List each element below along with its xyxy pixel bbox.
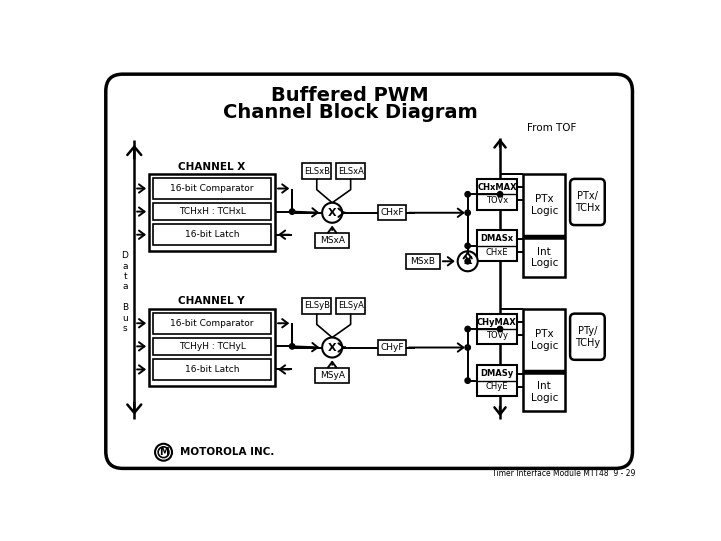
Text: Int
Logic: Int Logic: [531, 381, 558, 403]
Text: MSyA: MSyA: [319, 371, 345, 380]
Bar: [336, 298, 366, 314]
Text: X: X: [328, 342, 337, 353]
Bar: [153, 225, 271, 245]
Circle shape: [497, 192, 503, 197]
Text: MOTOROLA INC.: MOTOROLA INC.: [180, 447, 275, 457]
Circle shape: [322, 338, 342, 358]
Bar: [336, 163, 366, 179]
Text: 16-bit Latch: 16-bit Latch: [185, 230, 239, 239]
Text: M: M: [159, 447, 168, 457]
Bar: [379, 205, 406, 221]
Text: TCHxH : TCHxL: TCHxH : TCHxL: [179, 207, 245, 216]
Text: PTx
Logic: PTx Logic: [531, 329, 558, 351]
Text: CHxMAX: CHxMAX: [477, 183, 517, 192]
Text: 16-bit Latch: 16-bit Latch: [185, 365, 239, 374]
Circle shape: [465, 326, 470, 332]
Text: Buffered PWM: Buffered PWM: [271, 86, 429, 105]
Bar: [149, 174, 275, 251]
Bar: [477, 365, 517, 396]
Text: DMASx: DMASx: [480, 234, 513, 243]
Text: TCHyH : TCHyL: TCHyH : TCHyL: [179, 342, 245, 351]
FancyBboxPatch shape: [106, 74, 632, 469]
Bar: [153, 203, 271, 221]
Text: TOVx: TOVx: [486, 196, 508, 205]
Bar: [315, 367, 349, 383]
Text: MSxA: MSxA: [319, 236, 345, 245]
Text: Timer Interface Module MTT48  9 - 29: Timer Interface Module MTT48 9 - 29: [492, 469, 635, 478]
Bar: [477, 314, 517, 345]
Bar: [406, 254, 440, 269]
Text: From TOF: From TOF: [527, 123, 576, 133]
Text: CHANNEL X: CHANNEL X: [177, 162, 245, 171]
Circle shape: [458, 251, 478, 271]
Text: CHANNEL Y: CHANNEL Y: [178, 296, 244, 306]
Text: 16-bit Comparator: 16-bit Comparator: [170, 319, 254, 328]
Text: CHyF: CHyF: [381, 343, 404, 352]
Bar: [153, 338, 271, 355]
Text: PTy/
TCHy: PTy/ TCHy: [575, 326, 600, 347]
Bar: [477, 179, 517, 210]
Bar: [315, 233, 349, 248]
Bar: [523, 309, 565, 371]
Bar: [523, 174, 565, 236]
Text: X: X: [464, 256, 472, 266]
Text: DMASy: DMASy: [480, 369, 513, 378]
Text: D
a
t
a

B
u
s: D a t a B u s: [122, 251, 128, 333]
Text: Int
Logic: Int Logic: [531, 247, 558, 268]
Bar: [302, 298, 332, 314]
Text: Channel Block Diagram: Channel Block Diagram: [223, 103, 477, 122]
Bar: [153, 178, 271, 199]
Text: ELSxA: ELSxA: [337, 167, 363, 176]
Circle shape: [465, 243, 470, 248]
Text: ELSyB: ELSyB: [304, 301, 329, 311]
Bar: [523, 238, 565, 276]
Text: X: X: [328, 208, 337, 218]
Text: 16-bit Comparator: 16-bit Comparator: [170, 184, 254, 193]
Circle shape: [155, 444, 172, 461]
Text: TOVy: TOVy: [486, 331, 508, 340]
Text: CHyMAX: CHyMAX: [477, 318, 517, 327]
FancyBboxPatch shape: [570, 179, 605, 225]
Text: CHxF: CHxF: [381, 208, 404, 217]
Text: PTx/
TCHx: PTx/ TCHx: [575, 191, 600, 213]
Text: ELSxB: ELSxB: [304, 167, 329, 176]
Text: MSxB: MSxB: [410, 257, 435, 266]
Circle shape: [465, 210, 470, 215]
Bar: [477, 230, 517, 261]
Bar: [302, 163, 332, 179]
Circle shape: [289, 344, 295, 349]
Bar: [153, 359, 271, 380]
Bar: [379, 340, 406, 355]
Bar: [523, 373, 565, 411]
Text: CHyE: CHyE: [486, 382, 508, 391]
Text: PTx
Logic: PTx Logic: [531, 194, 558, 216]
Circle shape: [322, 203, 342, 223]
Circle shape: [465, 192, 470, 197]
Circle shape: [497, 326, 503, 332]
Circle shape: [465, 345, 470, 350]
Circle shape: [465, 378, 470, 384]
Circle shape: [158, 447, 169, 458]
Text: CHxE: CHxE: [486, 248, 508, 256]
Circle shape: [289, 209, 295, 214]
FancyBboxPatch shape: [570, 314, 605, 360]
Text: ELSyA: ELSyA: [337, 301, 363, 311]
Bar: [149, 309, 275, 386]
Circle shape: [465, 259, 470, 264]
Bar: [153, 313, 271, 334]
